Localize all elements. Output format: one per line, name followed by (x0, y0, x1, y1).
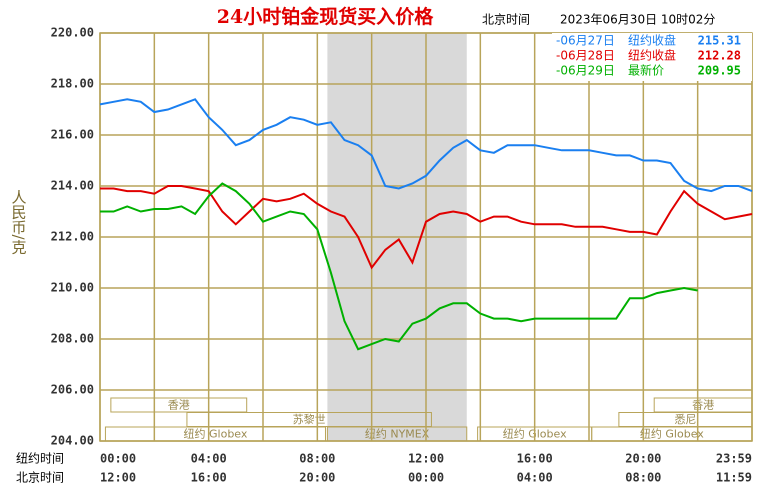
session-label: 香港 (692, 399, 714, 412)
session-label: 纽约 Globex (184, 427, 248, 441)
session-label: 悉尼 (674, 413, 696, 426)
series-line (100, 185, 753, 270)
legend-name: -06月29日 (556, 64, 615, 78)
y-tick-label: 214.00 (51, 179, 94, 193)
x-row-label: 北京时间 (16, 471, 64, 485)
session-label: 苏黎世 (293, 412, 326, 426)
legend-box (552, 33, 752, 81)
legend-value: 209.95 (698, 64, 741, 78)
x-tick-label: 04:00 (191, 452, 227, 466)
x2-tick-label: 16:00 (191, 471, 227, 485)
y-tick-label: 220.00 (51, 26, 94, 40)
legend-label: 纽约收盘 (628, 33, 676, 48)
session-label: 纽约 Globex (640, 427, 704, 441)
y-tick-label: 216.00 (51, 128, 94, 142)
legend-name: -06月27日 (556, 34, 615, 48)
session-label: 纽约 NYMEX (365, 427, 430, 441)
legend-label: 最新价 (628, 63, 664, 78)
y-tick-label: 212.00 (51, 230, 94, 244)
legend-value: 212.28 (698, 49, 741, 63)
timestamp: 2023年06月30日 10时02分 (560, 13, 715, 27)
y-tick-label: 206.00 (51, 383, 94, 397)
y-axis-label: 人民币/克 (10, 189, 28, 255)
time-label: 北京时间 (482, 13, 530, 27)
y-tick-label: 218.00 (51, 77, 94, 91)
y-tick-label: 210.00 (51, 281, 94, 295)
session-box (110, 397, 248, 413)
chart-title: 24小时铂金现货买入价格 (217, 5, 434, 28)
series-line (99, 98, 753, 193)
series-line (100, 182, 698, 351)
x-tick-label: 20:00 (625, 452, 661, 466)
x-row-label: 纽约时间 (16, 451, 64, 466)
x2-tick-label: 12:00 (100, 471, 136, 485)
y-tick-label: 204.00 (51, 434, 94, 448)
x-tick-label: 00:00 (100, 452, 136, 466)
x2-tick-label: 20:00 (299, 471, 335, 485)
x2-tick-label: 04:00 (517, 471, 553, 485)
x2-tick-label: 11:59 (716, 471, 752, 485)
legend-value: 215.31 (698, 34, 741, 48)
x-tick-label: 16:00 (517, 452, 553, 466)
legend-name: -06月28日 (556, 49, 615, 63)
x2-tick-label: 00:00 (408, 471, 444, 485)
session-label: 香港 (168, 399, 190, 412)
plot-frame (99, 32, 753, 442)
y-tick-label: 208.00 (51, 332, 94, 346)
legend-label: 纽约收盘 (628, 48, 676, 63)
x-tick-label: 23:59 (716, 452, 752, 466)
x-tick-label: 08:00 (299, 452, 335, 466)
x2-tick-label: 08:00 (625, 471, 661, 485)
x-tick-label: 12:00 (408, 452, 444, 466)
